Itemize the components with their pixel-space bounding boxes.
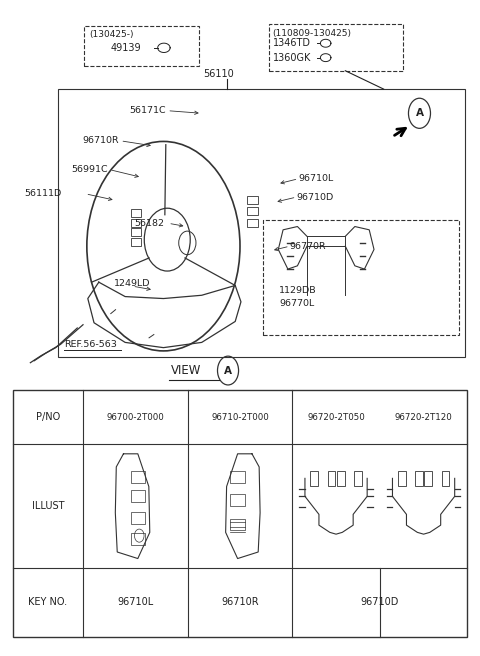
Bar: [131, 218, 142, 226]
Text: 56182: 56182: [134, 218, 164, 228]
Text: REF.56-563: REF.56-563: [64, 340, 117, 349]
Text: KEY NO.: KEY NO.: [28, 598, 68, 607]
Text: 1346TD: 1346TD: [273, 38, 311, 49]
Text: (130425-): (130425-): [89, 30, 134, 39]
Text: 96710D: 96710D: [297, 193, 334, 201]
Bar: [247, 218, 258, 226]
Bar: [398, 471, 406, 485]
Bar: [131, 533, 145, 544]
Bar: [131, 471, 145, 483]
Text: 56111D: 56111D: [24, 190, 61, 198]
Bar: [131, 238, 142, 246]
Text: 96710L: 96710L: [117, 598, 154, 607]
Text: 1129DB: 1129DB: [279, 285, 317, 295]
Text: P/NO: P/NO: [36, 413, 60, 422]
Bar: [230, 519, 245, 531]
Text: ILLUST: ILLUST: [32, 501, 64, 511]
Text: 96710L: 96710L: [299, 174, 334, 183]
Text: 96720-2T050: 96720-2T050: [307, 413, 365, 422]
Text: 96710R: 96710R: [221, 598, 259, 607]
Bar: [247, 207, 258, 215]
Bar: [230, 471, 245, 483]
Text: 96710-2T000: 96710-2T000: [211, 413, 269, 422]
Text: 96720-2T120: 96720-2T120: [395, 413, 453, 422]
Text: 1360GK: 1360GK: [273, 52, 311, 62]
Text: 96770L: 96770L: [279, 298, 314, 308]
Bar: [230, 494, 245, 506]
Text: 56171C: 56171C: [129, 106, 166, 115]
Text: A: A: [416, 108, 423, 118]
Text: 96710R: 96710R: [83, 136, 120, 145]
Bar: [311, 471, 318, 485]
Text: A: A: [224, 365, 232, 375]
Bar: [131, 228, 142, 236]
Bar: [337, 471, 345, 485]
Bar: [131, 512, 145, 524]
Text: 49139: 49139: [111, 43, 142, 53]
Bar: [442, 471, 449, 485]
Text: 96710D: 96710D: [360, 598, 399, 607]
Bar: [131, 491, 145, 502]
Text: 56110: 56110: [203, 70, 234, 79]
Bar: [247, 195, 258, 203]
Text: 56991C: 56991C: [72, 165, 108, 174]
Bar: [131, 209, 142, 216]
Text: 1249LD: 1249LD: [114, 279, 151, 288]
Text: (110809-130425): (110809-130425): [273, 29, 351, 38]
Bar: [327, 471, 335, 485]
Bar: [415, 471, 423, 485]
Bar: [354, 471, 361, 485]
Text: VIEW: VIEW: [170, 364, 201, 377]
Text: 96700-2T000: 96700-2T000: [107, 413, 164, 422]
Bar: [424, 471, 432, 485]
Text: 96770R: 96770R: [290, 241, 326, 251]
